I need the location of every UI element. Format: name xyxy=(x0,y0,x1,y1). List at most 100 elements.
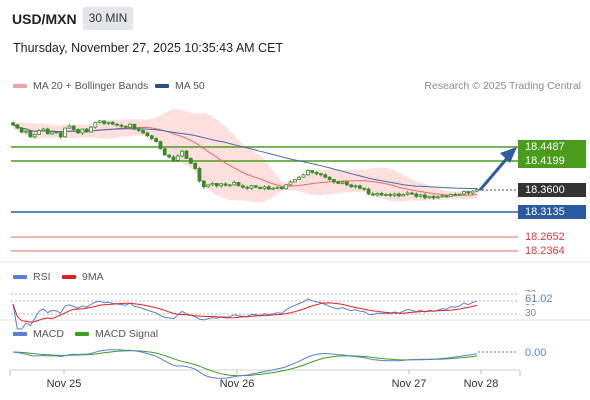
forecast-arrow-shaft xyxy=(478,155,511,191)
lower-tag-1: 18.2652 xyxy=(518,230,586,244)
candle-body xyxy=(327,176,332,180)
candle-body xyxy=(154,138,159,142)
candle-body xyxy=(188,157,193,164)
candle-body xyxy=(401,194,406,197)
candle-body xyxy=(414,193,419,197)
legend-rsi-ma: 9MA xyxy=(62,271,104,283)
support-tag: 18.3135 xyxy=(518,205,586,219)
candle-body xyxy=(89,126,93,133)
candle-body xyxy=(366,188,371,195)
candle-body xyxy=(197,168,202,182)
candle-body xyxy=(37,130,41,135)
candle-body xyxy=(54,131,59,134)
candle-body xyxy=(184,150,189,159)
x-tick-nov27: Nov 27 xyxy=(392,378,427,390)
candle-body xyxy=(206,184,211,188)
candle-body xyxy=(379,193,384,196)
candle-body xyxy=(84,128,89,133)
candle-body xyxy=(392,193,397,196)
legend-rsi: RSI xyxy=(13,271,51,283)
candle-body xyxy=(275,186,280,189)
copyright-label: Research © 2025 Trading Central xyxy=(424,80,581,92)
candle-body xyxy=(305,170,310,176)
forecast-arrow-head xyxy=(500,147,517,163)
candle-body xyxy=(440,195,445,198)
candle-body xyxy=(93,121,98,128)
candle-body xyxy=(284,184,289,190)
x-tick-nov26: Nov 26 xyxy=(220,378,255,390)
candle-body xyxy=(63,127,67,138)
legend-rsi-ma-label: 9MA xyxy=(82,271,104,283)
candle-body xyxy=(353,185,358,188)
candle-body xyxy=(175,155,180,161)
candle-body xyxy=(331,179,336,183)
candle-body xyxy=(223,183,228,186)
candle-body xyxy=(240,185,245,188)
candle-body xyxy=(301,174,306,178)
candle-body xyxy=(336,181,341,184)
candle-body xyxy=(11,122,15,126)
candle-body xyxy=(132,123,137,130)
candle-body xyxy=(297,176,302,180)
candle-body xyxy=(19,127,24,133)
legend-macd: MACD xyxy=(13,328,64,340)
candle-body xyxy=(323,174,328,178)
x-tick-nov25: Nov 25 xyxy=(47,378,82,390)
candle-body xyxy=(318,173,323,176)
macd-line xyxy=(12,349,478,379)
ma-bb-swatch xyxy=(13,84,27,88)
candle-body xyxy=(288,181,293,186)
candle-body xyxy=(358,185,362,189)
candle-body xyxy=(405,192,410,195)
legend-macd-signal: MACD Signal xyxy=(75,328,158,340)
candle-body xyxy=(106,121,111,124)
rsi-value-label: 61.02 xyxy=(525,293,553,305)
candle-body xyxy=(145,132,150,137)
candle-body xyxy=(158,141,163,150)
legend-ma50-label: MA 50 xyxy=(175,80,205,92)
current-price-tag: 18.3600 xyxy=(518,183,586,197)
candle-body xyxy=(397,193,401,197)
candle-body xyxy=(271,187,276,190)
candle-body xyxy=(232,182,237,186)
candle-body xyxy=(462,191,466,195)
legend-ma-bb-label: MA 20 + Bollinger Bands xyxy=(33,80,149,92)
macd-value-label: 0.00 xyxy=(525,347,546,359)
candle-body xyxy=(375,193,380,196)
candle-body xyxy=(214,182,219,187)
candle-body xyxy=(58,132,63,138)
candle-body xyxy=(388,194,393,196)
candle-body xyxy=(436,196,440,199)
candle-body xyxy=(102,120,106,124)
bollinger-band-area xyxy=(13,109,477,203)
candle-body xyxy=(219,183,224,187)
chart-datetime: Thursday, November 27, 2025 10:35:43 AM … xyxy=(13,41,284,55)
ma50-swatch xyxy=(155,84,169,88)
macd-swatch xyxy=(13,332,27,336)
candle-body xyxy=(24,130,28,133)
candle-body xyxy=(119,124,124,127)
candle-body xyxy=(466,191,471,194)
candle-body xyxy=(340,181,345,184)
candle-body xyxy=(141,130,145,134)
macd-signal-swatch xyxy=(75,332,89,336)
lower-tag-2: 18.2364 xyxy=(518,244,586,258)
candle-body xyxy=(227,184,232,187)
candle-body xyxy=(431,195,436,199)
candle-body xyxy=(45,128,50,135)
rsi-value-bg xyxy=(520,292,558,304)
candle-body xyxy=(193,162,198,169)
candle-body xyxy=(210,182,215,186)
candle-body xyxy=(423,194,427,199)
candle-body xyxy=(449,194,453,197)
timeframe-button[interactable]: 30 MIN xyxy=(83,7,133,30)
candle-body xyxy=(123,125,128,128)
candle-body xyxy=(262,186,267,190)
candle-body xyxy=(279,186,284,190)
candle-body xyxy=(76,129,80,134)
candle-body xyxy=(470,190,475,194)
candle-body xyxy=(292,179,297,183)
candle-body xyxy=(115,123,119,126)
candle-body xyxy=(236,182,241,187)
